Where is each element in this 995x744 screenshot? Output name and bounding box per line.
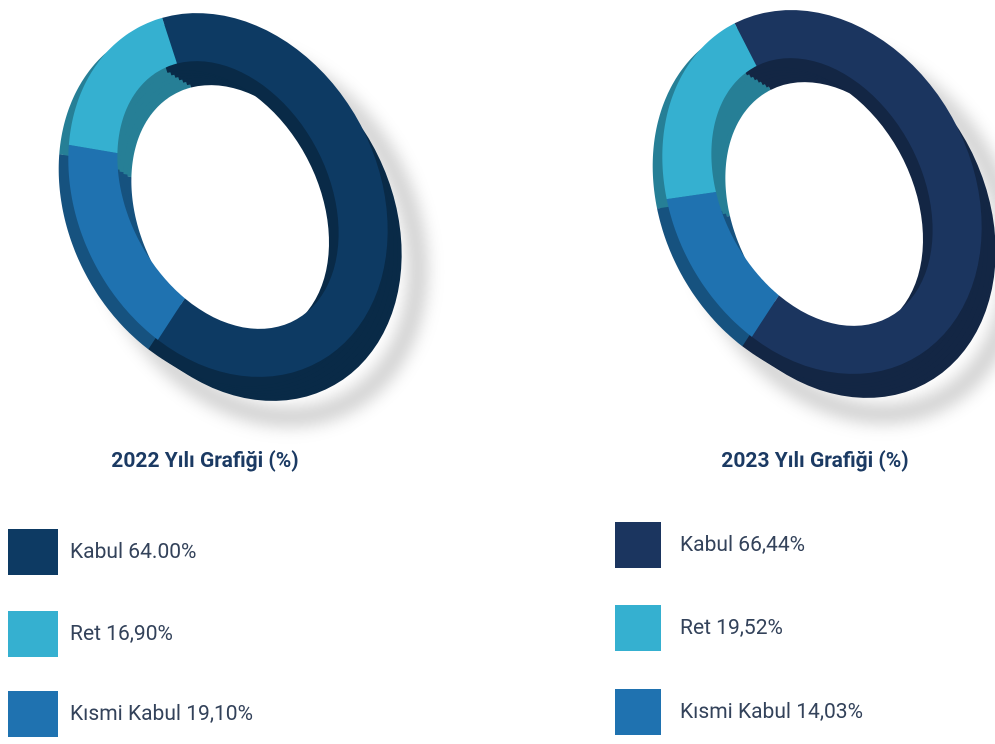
- legend-swatch: [615, 522, 661, 568]
- legend-name: Ret: [70, 622, 101, 646]
- legend-label: Ret 16,90%: [70, 622, 173, 646]
- legend-label: Kabul 66,44%: [680, 533, 805, 557]
- legend-swatch: [8, 691, 58, 737]
- donut: [662, 10, 982, 374]
- legend-name: Kabul: [70, 540, 123, 564]
- legend-label: Ret 19,52%: [680, 616, 783, 640]
- legend-value: 64.00%: [128, 540, 196, 564]
- legend-swatch: [615, 689, 661, 735]
- legend-name: Kabul: [680, 533, 733, 557]
- chart-title: 2022 Yılı Grafiği (%): [111, 449, 298, 473]
- legend-name: Ret: [680, 616, 711, 640]
- legend-value: 19,10%: [186, 702, 253, 726]
- legend-value: 19,52%: [716, 616, 783, 640]
- donut-segment: [662, 23, 757, 200]
- chart-title: 2023 Yılı Grafiği (%): [721, 449, 908, 473]
- donut-segment: [68, 144, 185, 340]
- legend-name: Kısmi Kabul: [680, 700, 791, 724]
- legend-value: 16,90%: [106, 622, 173, 646]
- legend-name: Kısmi Kabul: [70, 702, 181, 726]
- legend-label: Kısmi Kabul 14,03%: [680, 700, 863, 724]
- legend-label: Kısmi Kabul 19,10%: [70, 702, 253, 726]
- donut-segment: [734, 10, 982, 374]
- legend-swatch: [615, 605, 661, 651]
- legend-swatch: [8, 611, 58, 657]
- donut: [68, 13, 388, 377]
- donut-segment: [157, 13, 388, 377]
- donut-segment: [666, 192, 779, 337]
- legend-label: Kabul 64.00%: [70, 540, 196, 564]
- legend-value: 66,44%: [738, 533, 805, 557]
- donut-segment: [68, 17, 177, 154]
- donut-depth: [58, 22, 402, 401]
- legend-value: 14,03%: [796, 700, 863, 724]
- legend-swatch: [8, 529, 58, 575]
